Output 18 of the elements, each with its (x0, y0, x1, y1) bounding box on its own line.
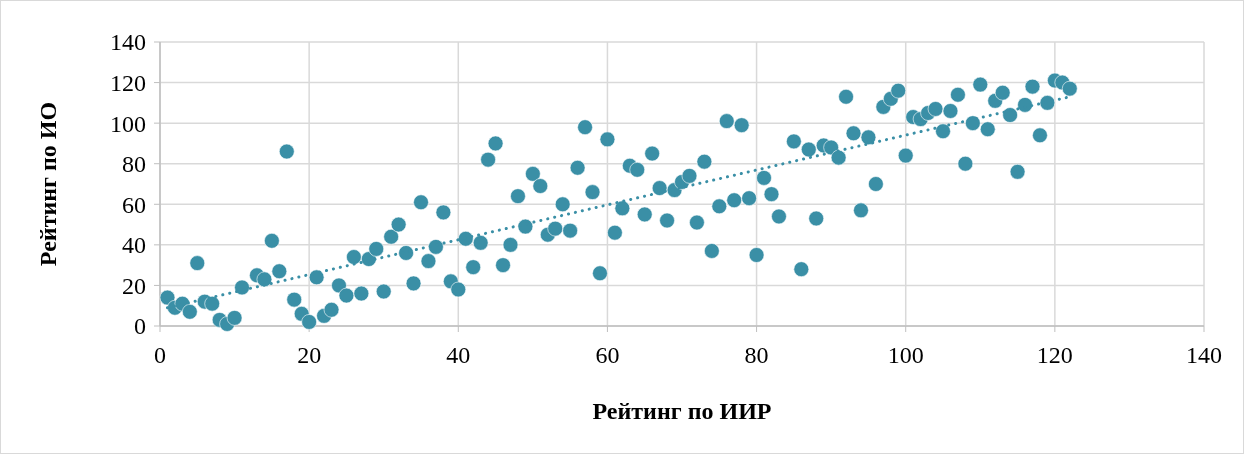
x-tick-label: 140 (1186, 342, 1222, 368)
x-tick-label: 120 (1036, 342, 1073, 368)
x-tick-label: 40 (446, 342, 471, 368)
x-axis-title: Рейтинг по ИИР (592, 398, 772, 424)
y-tick-label: 0 (134, 313, 146, 340)
y-axis-title: Рейтинг по ИО (35, 101, 61, 267)
y-tick-label: 20 (122, 272, 146, 299)
y-tick-label: 60 (122, 191, 146, 218)
x-tick-label: 20 (297, 342, 322, 368)
x-tick-label: 60 (595, 342, 620, 368)
y-tick-label: 100 (110, 110, 146, 137)
y-tick-label: 140 (110, 29, 146, 56)
y-tick-label: 40 (122, 232, 146, 259)
x-tick-label: 0 (154, 342, 166, 368)
x-tick-label: 80 (744, 342, 769, 368)
y-tick-label: 120 (110, 69, 146, 96)
x-tick-label: 100 (887, 342, 924, 368)
y-tick-label: 80 (122, 151, 146, 178)
